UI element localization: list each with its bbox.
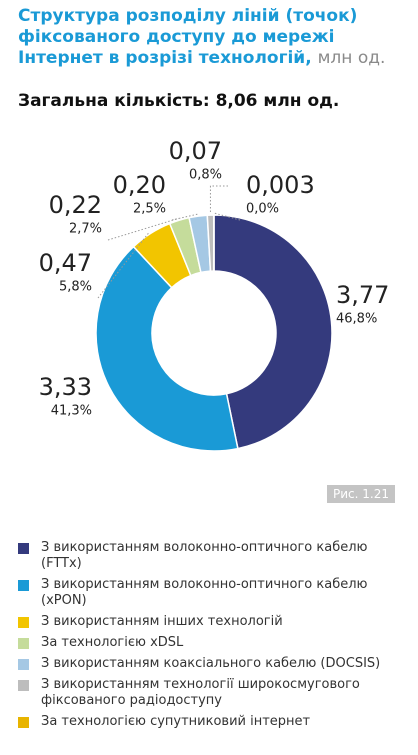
leader-line [213,212,241,221]
legend-item: З використанням коаксіального кабелю (DO… [18,656,403,672]
legend-item: За технологією xDSL [18,635,403,651]
legend-swatch [18,638,29,649]
leader-line [171,213,198,221]
donut-slice [213,214,333,450]
value-label: 0,003 [246,171,315,199]
legend-item: З використанням волоконно-оптичного кабе… [18,577,403,609]
percent-label: 0,0% [246,202,279,217]
value-label: 0,47 [39,249,92,277]
legend-swatch [18,617,29,628]
percent-label: 46,8% [336,312,377,327]
legend-item: За технологією супутниковий інтернет [18,714,403,730]
legend-label: З використанням коаксіального кабелю (DO… [41,656,381,671]
value-label: 0,07 [169,137,222,165]
percent-label: 2,5% [133,202,166,217]
chart-title: Структура розподілу ліній (точок) фіксов… [18,6,413,69]
value-label: 3,77 [336,281,389,309]
legend-item: З використанням технології широкосмугово… [18,677,403,709]
legend-label: За технологією xDSL [41,635,184,650]
percent-label: 5,8% [59,280,92,295]
legend-swatch [18,659,29,670]
chart: 3,77 46,8% 3,33 41,3% 0,47 5,8% 0,22 2,7% 0,20 2,… [39,137,389,452]
donut-slice [95,245,239,452]
value-label: 3,33 [39,373,92,401]
legend-item: З використанням інших технологій [18,614,403,630]
legend-label: З використанням волоконно-оптичного кабе… [41,577,368,608]
legend-item: З використанням волоконно-оптичного кабе… [18,540,403,572]
figure-label: Рис. 1.21 [327,485,395,503]
legend-label: З використанням інших технологій [41,614,283,629]
legend-swatch [18,543,29,554]
percent-label: 41,3% [51,404,92,419]
legend-label: З використанням волоконно-оптичного кабе… [41,540,368,571]
title-text: Структура розподілу ліній (точок) фіксов… [18,6,358,68]
title-unit: млн од. [317,48,386,68]
legend: З використанням волоконно-оптичного кабе… [18,540,403,735]
legend-swatch [18,717,29,728]
value-label: 0,20 [113,171,166,199]
legend-label: За технологією супутниковий інтернет [41,714,311,729]
legend-swatch [18,580,29,591]
value-label: 0,22 [49,191,102,219]
subtitle: Загальна кількість: 8,06 млн од. [18,91,340,111]
legend-swatch [18,680,29,691]
leader-line [209,185,228,214]
legend-label: З використанням технології широкосмугово… [41,677,360,708]
percent-label: 2,7% [69,222,102,237]
percent-label: 0,8% [189,168,222,183]
